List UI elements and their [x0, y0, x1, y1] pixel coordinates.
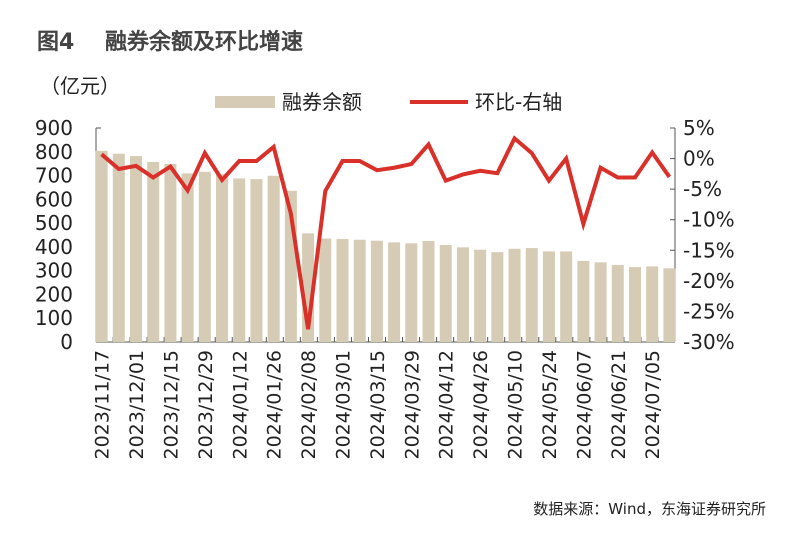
right-tick-label: -30%	[683, 330, 735, 354]
bar	[663, 268, 676, 342]
x-tick-label: 2024/03/29	[401, 350, 423, 460]
bar	[112, 153, 125, 342]
left-tick-label: 500	[35, 211, 73, 235]
bar	[370, 240, 383, 342]
legend: 融券余额 环比-右轴	[215, 90, 562, 114]
x-tick-label: 2024/03/01	[332, 350, 354, 460]
bar	[594, 262, 607, 342]
bar	[474, 249, 487, 342]
bar	[491, 252, 504, 342]
left-tick-label: 400	[35, 235, 73, 259]
bar	[405, 243, 418, 342]
left-tick-label: 200	[35, 282, 73, 306]
bar	[267, 175, 280, 342]
x-tick-label: 2023/12/01	[126, 350, 148, 460]
bar	[319, 238, 332, 342]
x-tick-label: 2023/12/15	[160, 350, 182, 460]
chart-title: 图4 融券余额及环比增速	[37, 29, 303, 55]
bar	[508, 248, 521, 342]
bar	[439, 244, 452, 342]
x-tick-label: 2024/01/26	[264, 350, 286, 460]
left-tick-label: 700	[35, 164, 73, 188]
bar	[181, 173, 194, 342]
left-tick-label: 300	[35, 259, 73, 283]
bar	[525, 248, 538, 342]
bar	[233, 178, 246, 342]
bar	[95, 150, 108, 342]
bar	[130, 156, 143, 342]
x-tick-label: 2024/02/08	[298, 350, 320, 460]
x-tick-label: 2024/03/15	[367, 350, 389, 460]
legend-bar-label: 融券余额	[282, 90, 362, 114]
bar	[216, 174, 229, 342]
right-tick-label: 5%	[683, 116, 715, 140]
source-note: 数据来源：Wind，东海证券研究所	[533, 500, 766, 518]
x-tick-label: 2024/04/26	[470, 350, 492, 460]
bar	[353, 239, 366, 342]
bar	[147, 162, 160, 342]
bar	[456, 247, 469, 342]
left-tick-label: 600	[35, 187, 73, 211]
bar	[198, 171, 211, 342]
bar	[336, 239, 349, 342]
right-tick-label: -15%	[683, 238, 735, 262]
bar	[388, 242, 401, 342]
bar	[164, 163, 177, 342]
x-tick-label: 2023/11/17	[92, 350, 114, 460]
left-tick-label: 800	[35, 140, 73, 164]
x-tick-label: 2024/07/05	[642, 350, 664, 460]
x-tick-label: 2024/04/12	[436, 350, 458, 460]
unit-label: （亿元）	[40, 74, 120, 98]
x-tick-label: 2024/01/12	[229, 350, 251, 460]
x-tick-label: 2024/06/07	[573, 350, 595, 460]
left-tick-label: 0	[60, 330, 73, 354]
x-tick-label: 2023/12/29	[195, 350, 217, 460]
x-tick-label: 2024/06/21	[608, 350, 630, 460]
right-tick-label: -5%	[683, 177, 722, 201]
legend-bar-swatch	[215, 96, 275, 108]
right-tick-label: -10%	[683, 208, 735, 232]
bar	[542, 251, 555, 342]
x-tick-label: 2024/05/10	[505, 350, 527, 460]
bar	[577, 260, 590, 342]
legend-line-label: 环比-右轴	[475, 90, 562, 114]
right-tick-label: -20%	[683, 269, 735, 293]
left-tick-label: 900	[35, 116, 73, 140]
bar	[628, 267, 641, 342]
bar	[422, 240, 435, 342]
line-series	[100, 135, 672, 330]
bar	[646, 266, 659, 342]
bar	[611, 264, 624, 342]
bar	[250, 179, 263, 342]
right-tick-label: -25%	[683, 299, 735, 323]
x-tick-label: 2024/05/24	[539, 350, 561, 460]
bar	[560, 251, 573, 342]
left-tick-label: 100	[35, 306, 73, 330]
right-tick-label: 0%	[683, 147, 715, 171]
